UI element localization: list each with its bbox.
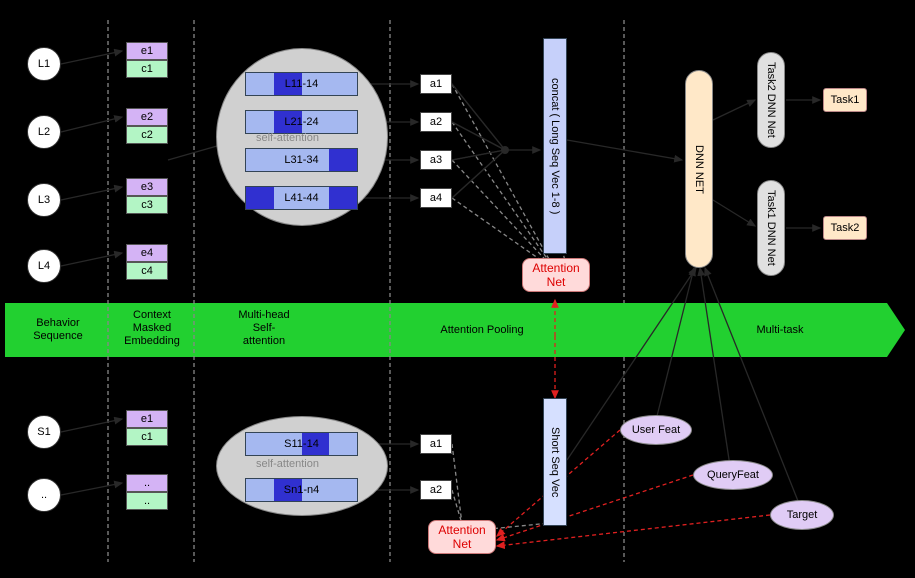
feat-2: Target — [770, 500, 834, 530]
seq-SS: .. — [27, 478, 61, 512]
sa-label-sa-top: self-attention — [256, 132, 319, 144]
task2: Task2 — [823, 216, 867, 240]
sa-top-3: L41-44 — [245, 186, 358, 210]
short-bar: Short Seq Vec — [543, 398, 567, 526]
embed-e-3: e4 — [126, 244, 168, 262]
concat-bar: concat ( Long Seq Vec 1-8 ) — [543, 38, 567, 254]
seq-L2: L2 — [27, 115, 61, 149]
embed-e-5: .. — [126, 474, 168, 492]
sa-label-sa-bot: self-attention — [256, 458, 319, 470]
embed-c-0: c1 — [126, 60, 168, 78]
seq-L3: L3 — [27, 183, 61, 217]
sa-top-1: L21-24 — [245, 110, 358, 134]
embed-c-4: c1 — [126, 428, 168, 446]
seq-L1: L1 — [27, 47, 61, 81]
feat-1: QueryFeat — [693, 460, 773, 490]
embed-c-1: c2 — [126, 126, 168, 144]
embed-c-5: .. — [126, 492, 168, 510]
sa-top-2: L31-34 — [245, 148, 358, 172]
a-4: a1 — [420, 434, 452, 454]
seq-S1: S1 — [27, 415, 61, 449]
dnn-net: DNN NET — [685, 70, 713, 268]
stage-label: Behavior Sequence — [18, 317, 98, 343]
sa-bot-0: S11-14 — [245, 432, 358, 456]
a-2: a3 — [420, 150, 452, 170]
embed-e-4: e1 — [126, 410, 168, 428]
stage-label: Multi-task — [740, 324, 820, 337]
feat-0: User Feat — [620, 415, 692, 445]
embed-e-0: e1 — [126, 42, 168, 60]
att-bot: Attention Net — [428, 520, 496, 554]
embed-c-3: c4 — [126, 262, 168, 280]
a-1: a2 — [420, 112, 452, 132]
embed-c-2: c3 — [126, 196, 168, 214]
a-0: a1 — [420, 74, 452, 94]
task1-net: Task1 DNN Net — [757, 180, 785, 276]
a-5: a2 — [420, 480, 452, 500]
embed-e-2: e3 — [126, 178, 168, 196]
stage-label: Attention Pooling — [412, 324, 552, 337]
task1: Task1 — [823, 88, 867, 112]
att-top: Attention Net — [522, 258, 590, 292]
a-3: a4 — [420, 188, 452, 208]
stage-label: Multi-head Self- attention — [228, 309, 300, 349]
task2-net: Task2 DNN Net — [757, 52, 785, 148]
stage-label: Context Masked Embedding — [120, 309, 184, 349]
sa-bot-1: Sn1-n4 — [245, 478, 358, 502]
embed-e-1: e2 — [126, 108, 168, 126]
sa-top-0: L11-14 — [245, 72, 358, 96]
seq-L4: L4 — [27, 249, 61, 283]
